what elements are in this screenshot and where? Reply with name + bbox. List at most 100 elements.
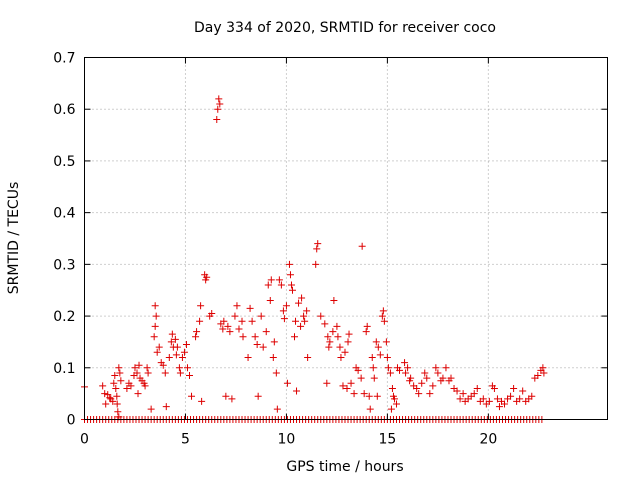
- data-point: [415, 390, 423, 398]
- data-point: [326, 338, 334, 346]
- data-point: [238, 317, 246, 325]
- data-point: [235, 325, 243, 333]
- data-point: [162, 403, 170, 411]
- data-point: [383, 353, 391, 361]
- data-point: [264, 281, 272, 289]
- data-point: [280, 315, 288, 323]
- data-point: [470, 390, 478, 398]
- data-point: [208, 309, 216, 317]
- data-point: [434, 369, 442, 377]
- y-tick-label: 0.2: [53, 309, 75, 325]
- data-point: [304, 353, 312, 361]
- data-point: [370, 374, 378, 382]
- data-point: [282, 302, 290, 310]
- data-point: [291, 333, 299, 341]
- y-tick-label: 0.1: [53, 361, 75, 377]
- data-point: [297, 322, 305, 330]
- y-tick-label: 0.7: [53, 51, 75, 67]
- data-point: [453, 387, 461, 395]
- data-point: [382, 338, 390, 346]
- data-point: [421, 369, 429, 377]
- data-point: [390, 395, 398, 403]
- data-point: [171, 335, 179, 343]
- data-point: [106, 394, 114, 402]
- data-point: [374, 343, 382, 351]
- data-point: [380, 317, 388, 325]
- data-point: [323, 379, 331, 387]
- data-point: [226, 328, 234, 336]
- data-point: [222, 392, 230, 400]
- x-tick-label: 15: [378, 432, 396, 448]
- data-point: [262, 328, 270, 336]
- data-point: [413, 384, 421, 392]
- grid: [84, 57, 608, 420]
- data-point: [303, 307, 311, 315]
- data-point: [123, 384, 131, 392]
- data-point: [233, 302, 241, 310]
- data-point: [110, 379, 118, 387]
- data-point: [372, 338, 380, 346]
- data-point: [244, 353, 252, 361]
- data-point: [239, 333, 247, 341]
- data-point: [254, 392, 262, 400]
- data-point: [279, 307, 287, 315]
- data-point: [224, 322, 232, 330]
- data-point: [127, 382, 135, 390]
- data-point: [151, 302, 159, 310]
- data-point: [459, 390, 467, 398]
- data-point: [401, 359, 409, 367]
- data-point: [102, 400, 110, 408]
- data-point: [213, 116, 221, 124]
- data-point: [528, 392, 536, 400]
- data-point: [287, 281, 295, 289]
- data-point: [362, 328, 370, 336]
- data-point: [376, 351, 384, 359]
- data-point: [283, 379, 291, 387]
- data-point: [360, 390, 368, 398]
- data-point: [101, 390, 109, 398]
- data-point: [345, 330, 353, 338]
- data-point: [439, 374, 447, 382]
- data-point: [228, 395, 236, 403]
- data-point: [133, 369, 141, 377]
- data-point: [116, 369, 124, 377]
- data-point: [473, 384, 481, 392]
- data-point: [358, 242, 366, 250]
- data-point: [147, 405, 155, 413]
- y-tick-label: 0.5: [53, 154, 75, 170]
- data-point: [442, 364, 450, 372]
- data-point: [317, 312, 325, 320]
- data-point: [373, 392, 381, 400]
- data-point: [429, 382, 437, 390]
- data-point: [490, 384, 498, 392]
- data-point: [183, 364, 191, 372]
- data-point: [485, 397, 493, 405]
- data-point: [407, 374, 415, 382]
- data-point: [253, 341, 261, 349]
- data-point: [347, 379, 355, 387]
- data-point: [257, 312, 265, 320]
- data-point: [313, 245, 321, 253]
- data-point: [479, 395, 487, 403]
- data-point: [198, 397, 206, 405]
- data-point: [251, 333, 259, 341]
- data-point: [493, 395, 501, 403]
- data-point: [141, 382, 149, 390]
- data-point: [203, 273, 211, 281]
- data-point: [267, 276, 275, 284]
- data-point: [314, 240, 322, 248]
- data-point: [151, 322, 159, 330]
- data-point: [167, 338, 175, 346]
- data-point: [540, 369, 548, 377]
- data-point: [153, 348, 161, 356]
- y-tick-label: 0.6: [53, 102, 75, 118]
- data-point: [193, 328, 201, 336]
- data-point: [365, 392, 373, 400]
- data-point: [99, 382, 107, 390]
- data-point: [131, 364, 139, 372]
- data-point: [447, 374, 455, 382]
- data-point: [337, 353, 345, 361]
- data-point: [188, 392, 196, 400]
- data-point: [275, 276, 283, 284]
